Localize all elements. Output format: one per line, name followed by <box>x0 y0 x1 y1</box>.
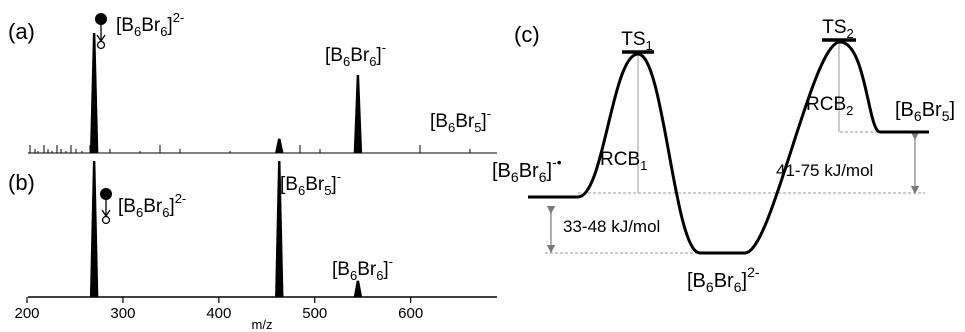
precursor-open-dot-icon <box>101 215 111 225</box>
x-tick-label: 600 <box>398 305 423 322</box>
x-axis-label: m/z <box>252 317 273 332</box>
spectrum-a <box>28 33 497 154</box>
label-a-peak-loss: [B6Br5]- <box>430 106 491 135</box>
peak-a-270 <box>89 33 99 153</box>
precursor-open-dot-icon <box>96 40 106 50</box>
x-tick-label: 400 <box>206 305 231 322</box>
species-reactant: [B6Br6]-• <box>492 154 562 185</box>
noise-a <box>29 145 471 153</box>
energy-barrier-2: 41-75 kJ/mol <box>776 161 873 180</box>
x-tick-label: 200 <box>14 305 39 322</box>
panel-label-b: (b) <box>8 170 35 195</box>
precursor-symbol-b <box>100 188 112 225</box>
ts1-label: TS1 <box>621 29 653 53</box>
panel-label-c: (c) <box>514 22 540 47</box>
label-b-peak-minor: [B6Br6]- <box>332 254 393 283</box>
species-product: [B6Br5] <box>895 99 955 124</box>
label-b-precursor: [B6Br6]2- <box>118 191 186 220</box>
x-tick-label: 500 <box>302 305 327 322</box>
rcb1-label: RCB1 <box>600 149 647 173</box>
energy-barrier-1: 33-48 kJ/mol <box>563 217 660 236</box>
ts2-label: TS2 <box>822 17 854 41</box>
x-tick-label: 300 <box>110 305 135 322</box>
energy-profile-curve <box>528 40 929 255</box>
precursor-filled-dot-icon <box>100 188 112 200</box>
label-a-precursor: [B6Br6]2- <box>116 10 184 39</box>
label-b-peak-main: [B6Br5]- <box>280 169 341 198</box>
energy-diagram <box>528 38 929 255</box>
peak-b-545 <box>353 280 363 297</box>
peak-b-270 <box>89 161 99 297</box>
label-a-peak-main: [B6Br6]- <box>325 40 386 69</box>
rcb2-label: RCB2 <box>806 94 853 118</box>
precursor-symbol-a <box>95 13 107 50</box>
species-minimum: [B6Br6]2- <box>687 264 760 295</box>
spectrum-b <box>28 161 497 298</box>
panel-label-a: (a) <box>8 19 35 44</box>
peak-a-463 <box>275 138 284 153</box>
peak-a-545 <box>353 75 363 153</box>
x-axis-ticks: 200 300 400 500 600 <box>14 297 423 322</box>
peak-b-463 <box>275 161 284 297</box>
precursor-filled-dot-icon <box>95 13 107 25</box>
